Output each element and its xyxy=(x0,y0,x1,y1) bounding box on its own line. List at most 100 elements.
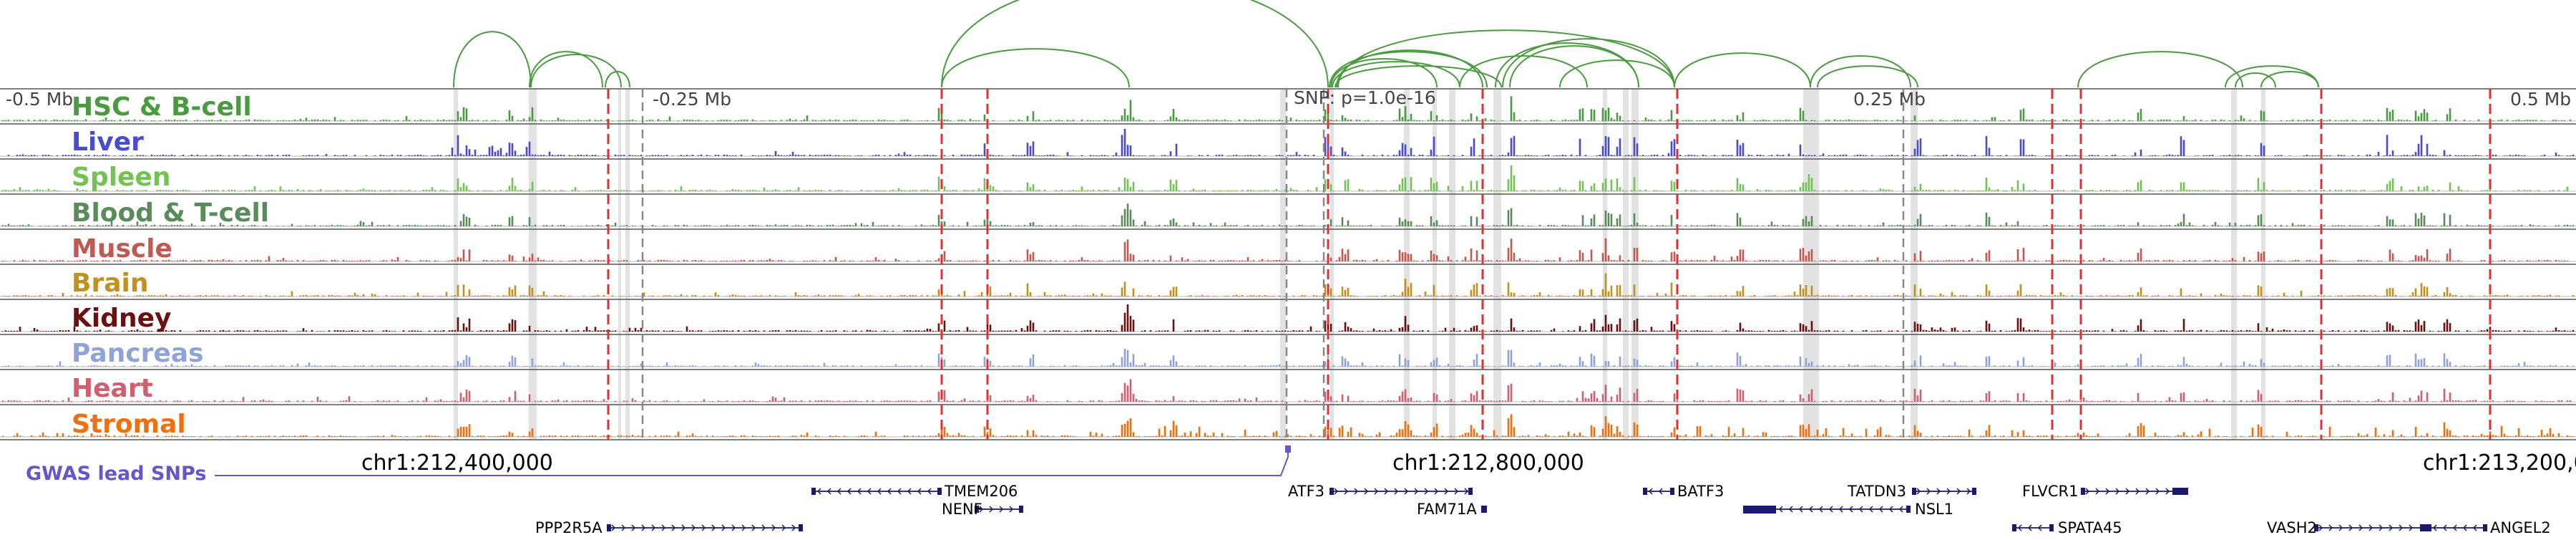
gene-model-spata45 xyxy=(2012,524,2054,531)
gene-exon-start-spata45 xyxy=(2012,524,2016,531)
signal-track-2 xyxy=(0,158,2576,192)
loop-arc-14 xyxy=(1502,38,1675,88)
track-label-heart: Heart xyxy=(72,374,153,403)
gene-exon-start-flvcr1 xyxy=(2081,488,2085,495)
signal-track-1 xyxy=(0,123,2576,157)
gene-exon-start-atf3 xyxy=(1330,488,1334,495)
loop-arc-17 xyxy=(1674,52,1811,88)
gene-exon-start-tatdn3 xyxy=(1912,488,1916,495)
gene-strand-arrows-tmem206 xyxy=(816,488,932,495)
signal-tracks xyxy=(0,88,2576,440)
track-label-kidney: Kidney xyxy=(72,304,172,333)
gene-exon-start-batf3 xyxy=(1643,488,1647,495)
gene-exon-end-atf3 xyxy=(1468,488,1473,495)
signal-bars-7 xyxy=(1,349,2575,367)
scale-quarter-right-label: 0.25 Mb xyxy=(1853,89,1926,110)
loop-arc-15 xyxy=(1509,45,1639,88)
loop-arc-6 xyxy=(1329,51,1488,88)
gene-exon-start-ppp2r5a xyxy=(607,524,611,531)
track-label-stromal: Stromal xyxy=(72,410,186,439)
signal-bars-1 xyxy=(7,129,2575,156)
gene-strand-arrows-spata45 xyxy=(2017,524,2042,531)
gene-exon-end-ppp2r5a xyxy=(799,524,803,531)
signal-bars-6 xyxy=(1,304,2575,332)
gene-label-spata45: SPATA45 xyxy=(2058,519,2122,536)
loop-arc-2 xyxy=(530,54,622,88)
track-label-hsc-bcell: HSC & B-cell xyxy=(72,92,252,122)
track-label-spleen: Spleen xyxy=(72,163,171,192)
loop-arc-16 xyxy=(1559,59,1675,88)
track-label-pancreas: Pancreas xyxy=(72,339,204,368)
gene-exon-start-tmem206 xyxy=(811,488,816,495)
gwas-lead-snps-label: GWAS lead SNPs xyxy=(26,463,207,485)
gene-label-ppp2r5a: PPP2R5A xyxy=(535,519,602,536)
track-label-brain: Brain xyxy=(72,269,149,298)
gene-exon-end-spata45 xyxy=(2049,524,2054,531)
gene-model-tatdn3 xyxy=(1912,488,1976,495)
gene-strand-arrows-vash2 xyxy=(2318,524,2414,531)
loop-arc-19 xyxy=(1817,65,1918,88)
signal-track-9 xyxy=(0,404,2576,438)
loop-arc-5 xyxy=(941,0,1329,88)
gene-model-tmem206 xyxy=(811,488,942,495)
gene-strand-arrows-nenf xyxy=(979,506,1014,513)
gene-annotation-track xyxy=(607,488,2487,531)
scale-start-label: -0.5 Mb xyxy=(6,89,74,110)
signal-bars-5 xyxy=(1,273,2575,296)
signal-track-4 xyxy=(0,228,2576,262)
gene-exon-start-vash2 xyxy=(2314,524,2318,531)
signal-track-5 xyxy=(0,264,2576,297)
scale-end-label: 0.5 Mb xyxy=(2510,89,2572,110)
gene-exon-end-nsl1 xyxy=(1906,506,1911,513)
signal-bars-2 xyxy=(1,165,2569,191)
gene-exon-end-tatdn3 xyxy=(1972,488,1976,495)
gene-exon-end-fam71a xyxy=(1483,506,1487,513)
chromatin-loop-arcs xyxy=(453,0,2319,88)
signal-track-0 xyxy=(0,88,2576,122)
gene-label-nsl1: NSL1 xyxy=(1915,501,1954,518)
coordinate-label-right: chr1:213,200,000 xyxy=(2423,450,2576,476)
gene-model-vash2 xyxy=(2314,524,2426,531)
scale-quarter-left-label: -0.25 Mb xyxy=(653,89,732,110)
gene-label-vash2: VASH2 xyxy=(2267,519,2317,536)
signal-bars-4 xyxy=(1,238,2569,261)
gene-label-tmem206: TMEM206 xyxy=(945,483,1018,500)
gene-label-fam71a: FAM71A xyxy=(1417,501,1477,518)
gene-model-angel2 xyxy=(2427,524,2487,531)
signal-bars-0 xyxy=(1,96,2572,121)
gene-label-atf3: ATF3 xyxy=(1288,483,1325,500)
gene-exon-flvcr1-block xyxy=(2172,488,2188,495)
signal-track-8 xyxy=(0,369,2576,402)
loop-arc-8 xyxy=(1332,61,1460,88)
coordinate-label-center: chr1:212,800,000 xyxy=(1392,450,1584,476)
track-label-blood-tcell: Blood & T-cell xyxy=(72,198,270,228)
signal-bars-3 xyxy=(1,203,2575,226)
loop-arc-22 xyxy=(2235,72,2276,88)
signal-track-3 xyxy=(0,193,2576,227)
gene-label-tatdn3: TATDN3 xyxy=(1848,483,1907,500)
gene-exon-end-angel2 xyxy=(2483,524,2487,531)
gene-strand-arrows-angel2 xyxy=(2432,524,2477,531)
gene-exon-end-nenf xyxy=(1019,506,1023,513)
loop-arc-9 xyxy=(1335,65,1502,88)
gene-label-nenf: NENF xyxy=(942,501,982,518)
boundary-markers xyxy=(607,89,2492,440)
gene-strand-arrows-flvcr1 xyxy=(2085,488,2180,495)
signal-bars-8 xyxy=(1,379,2572,402)
gene-exon-nsl1-block xyxy=(1743,506,1776,514)
loop-arc-4 xyxy=(941,48,1130,88)
gwas-lead-snp-line xyxy=(215,445,1291,476)
loop-arc-0 xyxy=(453,31,532,88)
coordinate-label-left: chr1:212,400,000 xyxy=(361,450,553,476)
track-label-liver: Liver xyxy=(72,127,144,157)
gene-model-batf3 xyxy=(1643,488,1674,495)
gene-model-fam71a xyxy=(1481,506,1487,513)
gene-label-batf3: BATF3 xyxy=(1677,483,1724,500)
gene-model-atf3 xyxy=(1330,488,1473,495)
loop-arc-11 xyxy=(1337,29,1675,88)
loop-arc-12 xyxy=(1459,55,1588,88)
gene-exon-end-tmem206 xyxy=(937,488,942,495)
gene-exon-end-batf3 xyxy=(1670,488,1674,495)
